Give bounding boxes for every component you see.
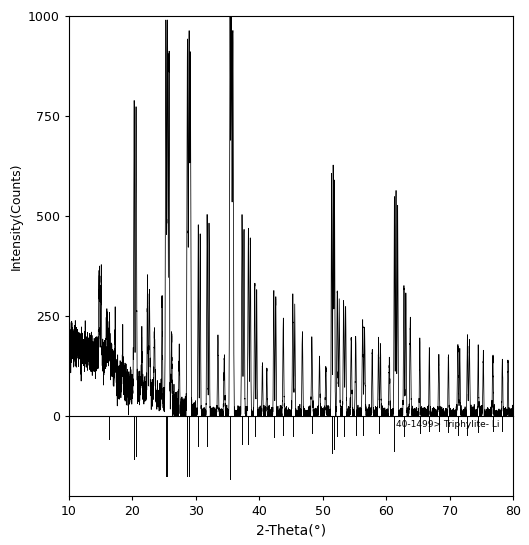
Y-axis label: Intensity(Counts): Intensity(Counts) <box>10 162 22 270</box>
Text: 40-1499> Triphylite- Li: 40-1499> Triphylite- Li <box>396 420 500 429</box>
X-axis label: 2-Theta(°): 2-Theta(°) <box>256 524 326 537</box>
